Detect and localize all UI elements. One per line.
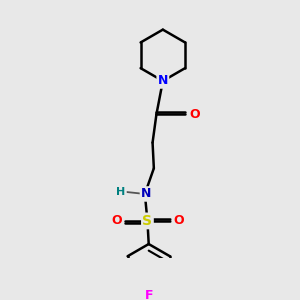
Text: H: H: [116, 187, 126, 197]
Text: O: O: [173, 214, 184, 227]
Text: F: F: [145, 290, 153, 300]
Text: N: N: [141, 188, 151, 200]
Text: N: N: [158, 74, 168, 88]
Text: O: O: [189, 108, 200, 121]
Text: S: S: [142, 214, 152, 228]
Text: O: O: [111, 214, 122, 227]
